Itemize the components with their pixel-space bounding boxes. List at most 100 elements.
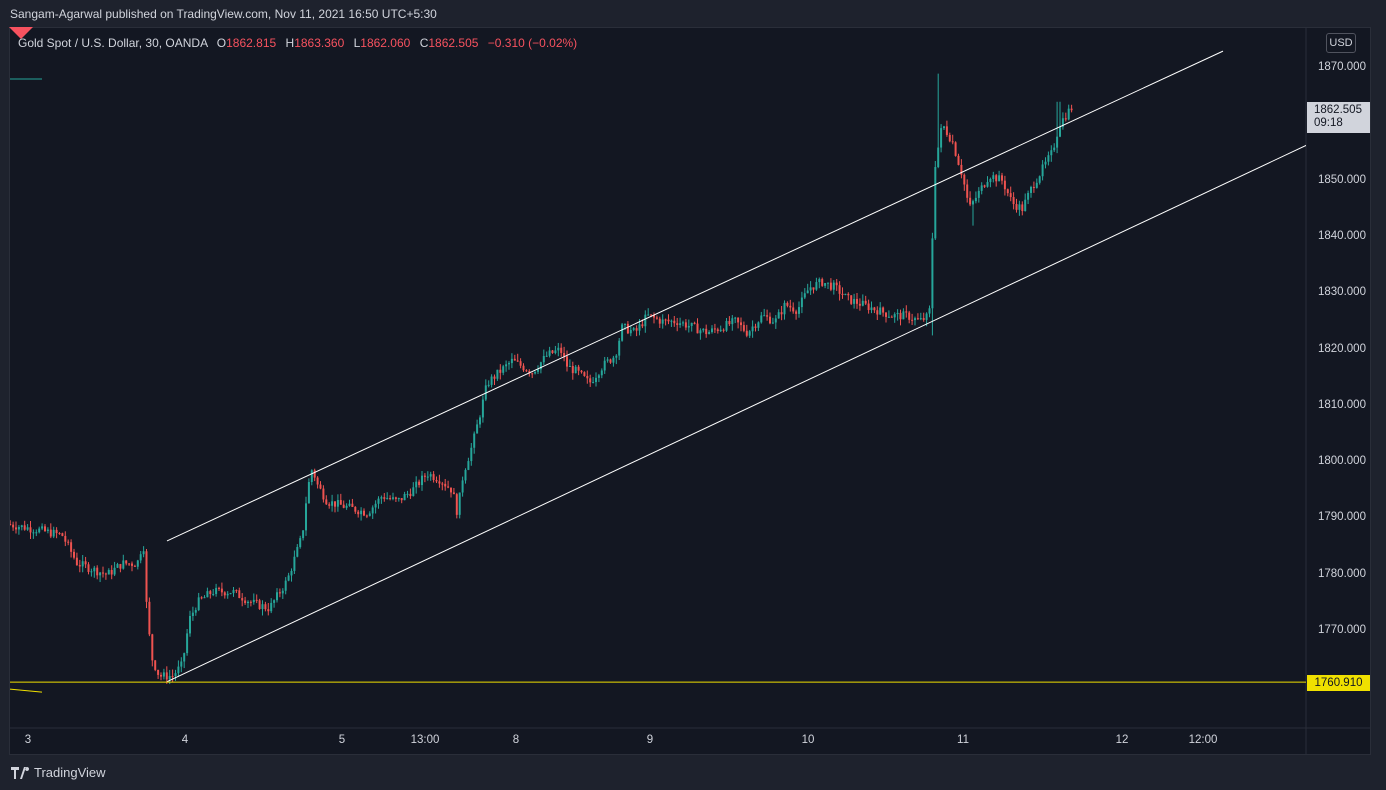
candle-body	[1001, 175, 1003, 181]
candle-body	[64, 535, 67, 542]
candle-body	[496, 369, 499, 379]
candle-body	[23, 525, 26, 530]
candle-body	[476, 424, 479, 434]
candle-body	[142, 551, 145, 555]
candle-body	[522, 365, 525, 371]
candle-body	[29, 527, 32, 533]
chart-area[interactable]	[9, 27, 1371, 755]
candle-body	[284, 580, 287, 591]
candle-body	[644, 314, 647, 327]
current-price-label: 1862.505 09:18	[1307, 102, 1370, 133]
candle-body	[423, 475, 426, 477]
candle-body	[351, 503, 354, 507]
time-tick-label: 12:00	[1188, 734, 1218, 746]
candle-body	[183, 653, 186, 662]
candle-body	[238, 590, 241, 599]
candle-body	[667, 319, 670, 322]
candle-body	[832, 282, 835, 290]
candle-body	[26, 527, 29, 530]
candle-body	[180, 661, 183, 667]
currency-button[interactable]: USD	[1326, 33, 1356, 53]
candle-body	[174, 673, 177, 677]
candle-body	[484, 385, 487, 400]
channel-upper-line[interactable]	[166, 50, 1224, 542]
candle-body	[1070, 108, 1073, 111]
candle-body	[104, 573, 107, 575]
candle-body	[113, 567, 116, 575]
candle-body	[131, 563, 133, 566]
candle-body	[1059, 126, 1061, 137]
candle-body	[653, 314, 655, 318]
candle-body	[516, 360, 519, 362]
ohlc-legend: Gold Spot / U.S. Dollar, 30, OANDA O1862…	[18, 36, 577, 50]
candle-body	[867, 303, 870, 311]
candle-body	[809, 287, 812, 291]
candle-body	[687, 325, 690, 328]
candle-body	[931, 238, 934, 309]
symbol-name[interactable]: Gold Spot / U.S. Dollar, 30, OANDA	[18, 36, 208, 50]
candle-body	[1006, 189, 1009, 194]
candle-body	[371, 507, 374, 514]
candle-body	[212, 593, 215, 595]
candle-body	[171, 676, 174, 678]
brand-name: TradingView	[34, 765, 106, 780]
candle-body	[638, 324, 641, 331]
candle-body	[328, 504, 331, 506]
candle-body	[856, 298, 858, 304]
candle-body	[296, 547, 299, 557]
candle-body	[792, 307, 795, 312]
candle-body	[858, 303, 861, 306]
candle-body	[177, 666, 180, 674]
candle-body	[1067, 108, 1070, 120]
candle-body	[757, 322, 760, 328]
candle-body	[267, 609, 270, 612]
candle-body	[52, 529, 55, 537]
candle-body	[473, 433, 476, 448]
candle-body	[409, 493, 412, 497]
channel-lower-line[interactable]	[166, 141, 1315, 683]
candle-body	[693, 322, 696, 324]
candle-body	[116, 564, 119, 568]
candle-body	[534, 371, 537, 374]
candle-body	[563, 352, 566, 357]
candle-body	[850, 295, 853, 304]
close-label: C	[419, 36, 429, 50]
candle-body	[290, 570, 293, 576]
candle-body	[75, 557, 78, 566]
bar-countdown: 09:18	[1314, 117, 1343, 129]
candle-body	[1027, 192, 1030, 200]
candle-body	[96, 567, 99, 576]
candle-body	[597, 375, 600, 378]
high-label: H	[285, 36, 295, 50]
time-tick-label: 5	[338, 734, 346, 746]
candle-body	[1009, 193, 1012, 198]
candle-body	[673, 320, 676, 324]
candle-body	[568, 366, 571, 368]
candle-body	[853, 298, 856, 304]
candle-body	[879, 307, 882, 315]
candle-body	[977, 190, 980, 198]
candle-body	[629, 329, 632, 334]
candle-body	[125, 560, 128, 564]
candle-body	[206, 591, 209, 598]
candle-body	[293, 556, 296, 571]
candle-body	[624, 323, 626, 325]
author-badge-icon	[9, 27, 33, 39]
candle-body	[235, 590, 238, 592]
candle-body	[481, 399, 484, 418]
candle-body	[278, 592, 281, 594]
candle-body	[592, 381, 595, 383]
candle-body	[403, 494, 406, 501]
candle-body	[412, 487, 415, 497]
tradingview-brand[interactable]: TradingView	[11, 765, 106, 780]
candle-body	[41, 526, 44, 529]
candle-body	[821, 279, 824, 286]
candle-body	[128, 563, 131, 565]
tradingview-logo-icon	[11, 766, 30, 779]
candle-body	[626, 323, 629, 334]
candle-body	[220, 588, 223, 593]
candle-body	[426, 476, 429, 478]
candle-body	[896, 312, 899, 315]
candle-body	[960, 164, 963, 175]
